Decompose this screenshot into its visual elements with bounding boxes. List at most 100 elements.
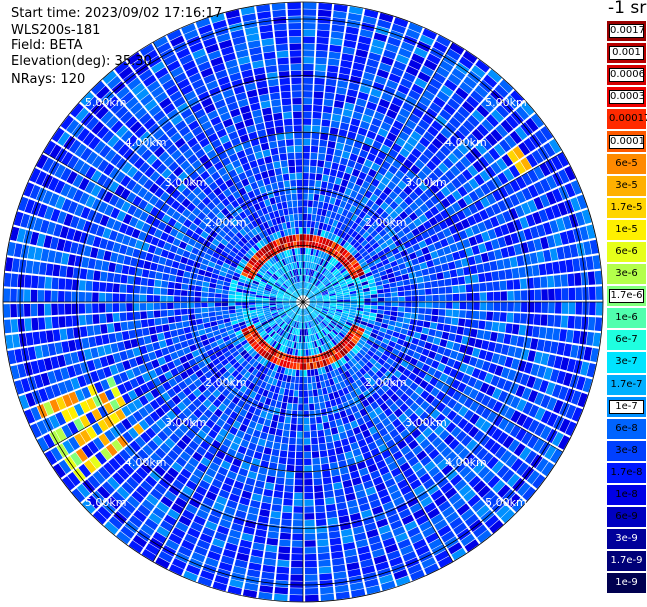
ppi-gate	[330, 468, 340, 477]
ppi-gate	[314, 279, 319, 286]
ppi-gate	[242, 289, 250, 294]
ppi-gate	[326, 442, 335, 450]
ppi-gate	[424, 188, 435, 199]
ppi-gate	[40, 248, 50, 262]
ppi-gate	[273, 255, 279, 262]
ppi-gate	[315, 340, 320, 347]
ppi-gate	[67, 406, 79, 420]
ppi-gate	[383, 310, 391, 316]
ppi-gate	[287, 451, 296, 459]
ppi-gate	[344, 548, 357, 558]
ppi-gate	[498, 390, 509, 403]
ppi-gate	[60, 167, 72, 182]
ppi-gate	[355, 370, 363, 379]
ppi-gate	[430, 344, 439, 353]
ppi-gate	[155, 210, 166, 221]
ppi-gate	[242, 296, 249, 300]
ppi-gate	[222, 314, 230, 319]
ppi-gate	[253, 343, 260, 350]
ppi-gate	[530, 338, 539, 350]
ppi-gate	[210, 256, 218, 264]
ppi-gate	[408, 59, 422, 71]
ppi-gate	[335, 326, 342, 332]
ppi-gate	[309, 300, 317, 302]
ppi-gate	[369, 499, 381, 509]
ppi-gate	[303, 29, 316, 37]
ppi-gate	[503, 197, 514, 209]
ppi-gate	[143, 118, 156, 130]
ppi-gate	[405, 119, 417, 130]
ppi-gate	[322, 373, 329, 381]
ppi-gate	[194, 241, 203, 250]
ppi-gate	[308, 390, 313, 397]
ppi-gate	[239, 539, 252, 549]
ppi-gate	[79, 192, 90, 205]
ppi-gate	[324, 365, 330, 373]
ppi-gate	[165, 338, 174, 347]
ppi-gate	[181, 283, 189, 290]
ppi-gate	[323, 336, 329, 343]
ppi-gate	[376, 518, 389, 528]
ppi-gate	[170, 329, 178, 338]
ppi-gate	[322, 351, 328, 359]
ppi-gate	[281, 519, 292, 527]
ppi-gate	[447, 98, 460, 111]
ppi-gate	[333, 391, 340, 399]
ppi-gate	[154, 67, 169, 79]
ppi-gate	[571, 407, 583, 422]
ppi-gate	[232, 36, 246, 46]
ppi-gate	[310, 269, 314, 276]
ppi-gate	[552, 188, 563, 203]
ppi-gate	[213, 187, 222, 196]
ppi-gate	[388, 242, 397, 251]
ppi-gate	[406, 169, 416, 180]
ppi-gate	[416, 514, 429, 526]
ppi-gate	[324, 318, 331, 323]
ppi-gate	[287, 310, 293, 316]
ppi-gate	[156, 526, 170, 538]
ppi-gate	[322, 245, 328, 252]
ppi-gate	[230, 316, 238, 322]
ppi-gate	[515, 385, 526, 398]
ppi-gate	[147, 278, 155, 287]
ppi-gate	[293, 499, 303, 506]
ppi-gate	[480, 99, 495, 113]
ppi-gate	[289, 302, 297, 304]
ppi-gate	[73, 189, 84, 203]
ppi-gate	[300, 363, 303, 370]
ppi-gate	[296, 438, 303, 445]
ppi-gate	[472, 160, 484, 173]
ppi-gate	[336, 453, 346, 462]
ppi-gate	[121, 130, 133, 143]
ppi-gate	[267, 282, 274, 287]
ppi-gate	[262, 322, 269, 328]
ppi-gate	[322, 292, 329, 296]
ppi-gate	[312, 111, 322, 119]
ppi-gate	[394, 473, 405, 484]
ppi-gate	[335, 344, 342, 351]
ppi-gate	[486, 292, 494, 301]
ppi-gate	[399, 462, 411, 473]
ppi-gate	[146, 286, 154, 295]
ppi-gate	[284, 295, 291, 298]
ppi-gate	[247, 231, 255, 239]
ppi-gate	[336, 263, 343, 270]
ppi-gate	[364, 137, 374, 146]
ppi-gate	[57, 354, 66, 368]
ppi-gate	[404, 408, 414, 418]
ppi-gate	[355, 225, 363, 233]
ppi-gate	[23, 182, 35, 197]
ppi-gate	[108, 262, 116, 273]
ppi-gate	[42, 190, 53, 205]
ppi-gate	[327, 414, 335, 422]
ppi-gate	[145, 343, 154, 353]
ppi-gate	[110, 153, 122, 166]
ppi-gate	[388, 413, 398, 423]
ppi-gate	[303, 118, 312, 125]
ppi-gate	[273, 325, 279, 331]
ppi-gate	[169, 433, 180, 444]
ppi-gate	[284, 316, 290, 322]
ppi-gate	[239, 497, 251, 506]
ppi-gate	[235, 231, 244, 240]
ppi-gate	[310, 327, 314, 335]
